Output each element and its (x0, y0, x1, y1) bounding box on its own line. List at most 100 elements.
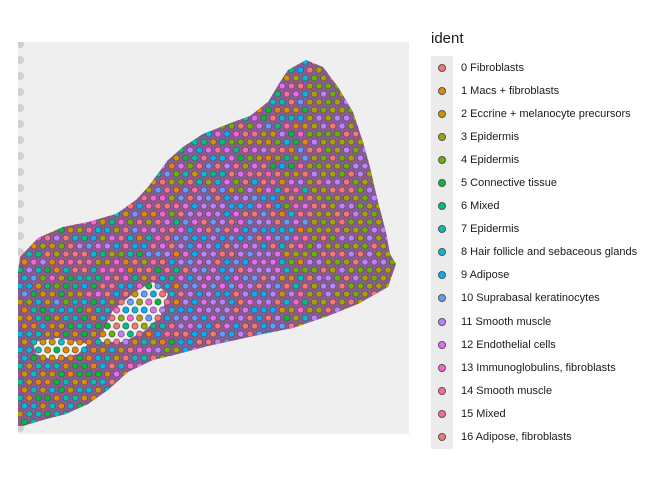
tissue-spot (195, 338, 203, 346)
tissue-spot (375, 60, 383, 66)
tissue-spot (403, 299, 409, 305)
tissue-spot (403, 171, 409, 177)
tissue-spot (232, 402, 240, 410)
tissue-spot (81, 170, 88, 178)
tissue-spot (94, 274, 102, 282)
tissue-spot (168, 226, 176, 234)
tissue-spot (140, 146, 148, 154)
tissue-spot (278, 162, 286, 170)
tissue-spot (117, 170, 125, 178)
tissue-spot (260, 66, 268, 74)
tissue-spot (297, 402, 304, 410)
tissue-spot (283, 346, 291, 354)
tissue-spot (218, 362, 226, 370)
tissue-spot (113, 130, 120, 138)
tissue-spot (269, 226, 277, 234)
tissue-spot (269, 210, 277, 218)
tissue-spot (34, 314, 42, 322)
tissue-spot (347, 346, 355, 354)
tissue-spot (241, 82, 249, 90)
tissue-spot (306, 386, 314, 394)
tissue-spot (228, 314, 235, 322)
tissue-spot (399, 179, 405, 185)
tissue-spot (90, 122, 97, 130)
tissue-spot (403, 59, 409, 65)
tissue-spot (159, 162, 166, 170)
tissue-spot (315, 162, 323, 170)
tissue-spot (324, 290, 332, 298)
tissue-spot (379, 306, 387, 314)
tissue-spot (320, 410, 327, 418)
tissue-spot (182, 410, 189, 418)
tissue-spot (117, 314, 125, 322)
tissue-spot (278, 114, 286, 122)
tissue-spot (338, 282, 346, 290)
tissue-spot (131, 178, 139, 186)
tissue-spot (324, 162, 332, 170)
tissue-spot (108, 298, 116, 306)
tissue-spot (94, 290, 102, 298)
tissue-spot (403, 315, 409, 321)
legend-key (431, 356, 453, 380)
tissue-spot (182, 122, 189, 130)
tissue-spot (48, 226, 56, 234)
tissue-spot (301, 250, 309, 258)
tissue-spot (34, 410, 42, 418)
tissue-spot (131, 306, 139, 314)
tissue-spot (81, 74, 88, 82)
tissue-spot (370, 418, 378, 426)
tissue-spot (399, 355, 405, 361)
tissue-spot (292, 378, 300, 386)
tissue-spot (297, 386, 304, 394)
tissue-spot (25, 410, 33, 418)
tissue-spot (195, 322, 203, 330)
tissue-spot (191, 218, 199, 226)
tissue-spot (352, 386, 360, 394)
tissue-spot (154, 122, 162, 130)
tissue-spot (145, 202, 153, 210)
tissue-spot (108, 378, 116, 386)
tissue-spot (191, 362, 199, 370)
tissue-spot (182, 170, 189, 178)
tissue-spot (329, 330, 337, 338)
tissue-spot (163, 234, 171, 242)
tissue-spot (39, 274, 47, 282)
tissue-spot (399, 195, 405, 201)
tissue-spot (255, 346, 263, 354)
tissue-spot (301, 330, 309, 338)
tissue-spot (370, 82, 378, 90)
tissue-spot (182, 202, 189, 210)
legend-swatch-icon (438, 178, 446, 187)
legend-swatch-icon (438, 340, 446, 349)
tissue-spot (338, 330, 346, 338)
tissue-spot (104, 162, 111, 170)
tissue-spot (172, 250, 180, 258)
tissue-spot (278, 338, 286, 346)
tissue-spot (241, 354, 249, 362)
tissue-spot (251, 386, 258, 394)
tissue-spot (195, 66, 203, 74)
tissue-spot (195, 370, 203, 378)
tissue-spot (62, 282, 70, 290)
tissue-spot (218, 90, 226, 98)
tissue-spot (108, 74, 116, 82)
tissue-spot (237, 250, 245, 258)
tissue-spot (172, 410, 180, 418)
tissue-spot (223, 162, 231, 170)
tissue-spot (191, 74, 199, 82)
tissue-spot (367, 427, 373, 433)
tissue-spot (94, 162, 102, 170)
tissue-spot (403, 203, 409, 209)
tissue-spot (306, 98, 314, 106)
tissue-spot (232, 226, 240, 234)
tissue-spot (269, 418, 277, 426)
tissue-spot (205, 258, 212, 266)
tissue-spot (324, 178, 332, 186)
tissue-spot (85, 354, 93, 362)
tissue-spot (30, 418, 38, 426)
tissue-spot (329, 218, 337, 226)
tissue-spot (136, 314, 143, 322)
tissue-spot (159, 258, 166, 266)
tissue-spot (30, 82, 38, 90)
tissue-spot (379, 162, 387, 170)
